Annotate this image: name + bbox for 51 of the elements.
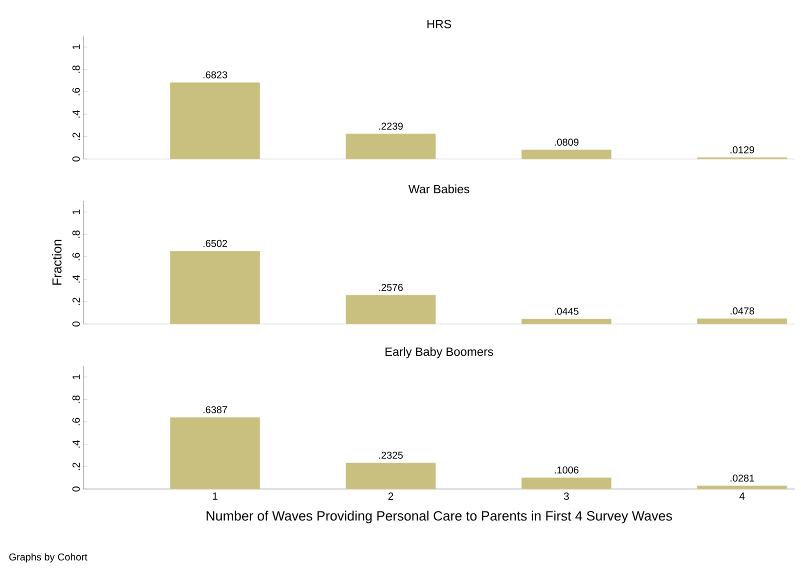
data-label: .0281 <box>730 474 754 482</box>
bar <box>697 318 788 324</box>
bar <box>521 478 612 490</box>
x-tick-label: 1 <box>212 492 218 500</box>
y-tick-label: .2 <box>72 132 80 140</box>
y-tick-label: .8 <box>72 230 80 238</box>
y-tick-label: 1 <box>72 374 80 380</box>
bar <box>346 294 436 324</box>
y-tick-label: .4 <box>72 110 80 118</box>
y-tick-label: .6 <box>72 418 80 426</box>
y-tick-label: .8 <box>72 395 80 403</box>
chart-title: Early Baby Boomers <box>386 347 494 358</box>
data-label: .6502 <box>204 240 228 247</box>
data-label: .0129 <box>730 146 754 154</box>
y-tick-label: .6 <box>72 252 80 260</box>
y-tick-label: .4 <box>72 275 80 283</box>
data-label: .6823 <box>204 71 228 78</box>
y-tick-label: 0 <box>72 156 80 162</box>
y-axis-title: Fraction <box>52 240 62 285</box>
x-tick-label: 3 <box>564 492 569 500</box>
y-tick-label: .6 <box>72 88 80 96</box>
data-label: .2576 <box>379 284 403 291</box>
bar <box>521 150 612 160</box>
data-label: .2239 <box>379 122 403 130</box>
chart-title: War Babies <box>408 184 470 194</box>
data-label: .1006 <box>554 466 578 474</box>
bar <box>170 250 260 324</box>
x-axis-title: Number of Waves Providing Personal Care to Parents in First 4 Survey Waves <box>206 510 672 524</box>
bar <box>170 82 260 160</box>
y-tick-label: .2 <box>72 298 80 306</box>
y-tick-label: 1 <box>72 44 80 50</box>
data-label: .6387 <box>204 406 228 414</box>
y-tick-label: 1 <box>72 210 80 214</box>
chart-title: HRS <box>427 20 452 28</box>
bar <box>697 486 788 490</box>
y-tick-label: 0 <box>72 322 80 326</box>
bar <box>521 318 612 324</box>
x-tick-label: 2 <box>388 492 394 500</box>
text: Graphs by Cohort <box>9 553 88 562</box>
bar <box>170 417 260 490</box>
bar <box>346 462 436 490</box>
x-tick-label: 4 <box>739 492 745 500</box>
y-tick-label: .2 <box>72 462 80 470</box>
data-label: .0478 <box>730 307 754 314</box>
y-tick-label: 0 <box>72 486 80 492</box>
y-tick-label: .8 <box>72 65 80 73</box>
bar <box>346 134 436 160</box>
data-label: .2325 <box>379 452 403 459</box>
y-tick-label: .4 <box>72 440 80 448</box>
data-label: .0445 <box>554 308 578 315</box>
data-label: .0809 <box>554 138 578 146</box>
